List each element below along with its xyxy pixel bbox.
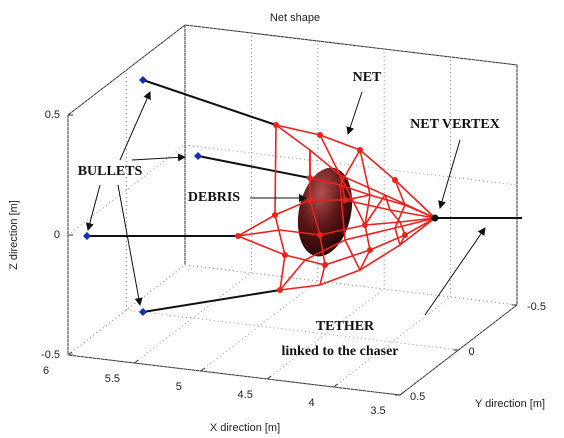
annotation: DEBRIS [188,190,240,205]
annotation: NET [353,70,382,85]
figure: -0.5 0 0.5 6 5.5 5 4.5 4 3.5 0.5 0 -0.5 Net shape X… [0,0,564,438]
x-tick [334,384,338,387]
annotation: TETHER [316,319,375,334]
net-vertex [432,215,439,222]
z-tick-label: 0.5 [45,109,60,121]
annotation: BULLETS [78,164,143,179]
x-tick-label: 5 [176,381,182,393]
annotation: NET VERTEX [410,117,500,132]
x-tick [400,392,404,395]
x-tick-label: 4 [309,397,315,409]
annotation: linked to the chaser [281,344,398,359]
y-tick-label: -0.5 [527,301,546,313]
x-tick [267,376,271,379]
chart-title: Net shape [270,12,320,24]
net-drawing [83,76,522,316]
x-axis-label: X direction [m] [210,422,280,434]
bullet-line [143,290,280,312]
y-axis-label: Y direction [m] [475,398,545,410]
x-tick-label: 5.5 [105,373,120,385]
z-tick-label: -0.5 [41,349,60,361]
y-tick-label: 0.5 [410,391,425,403]
z-axis-label: Z direction [m] [8,200,20,270]
x-tick-label: 6 [43,365,49,377]
bullet-line [198,156,310,178]
debris [290,163,360,262]
y-tick-label: 0 [469,346,475,358]
grid-line [185,265,517,305]
x-tick-label: 3.5 [370,405,385,417]
x-tick [201,368,205,371]
z-tick-label: 0 [54,229,60,241]
x-tick-label: 4.5 [238,389,253,401]
x-tick [134,360,138,363]
bullet-line [143,80,276,125]
bullets [83,76,202,316]
